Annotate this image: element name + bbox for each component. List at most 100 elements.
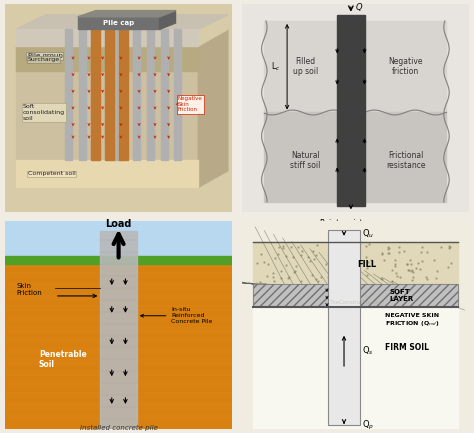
Point bbox=[405, 267, 412, 274]
Polygon shape bbox=[16, 46, 198, 187]
Point bbox=[277, 275, 285, 282]
Point bbox=[391, 263, 399, 270]
Point bbox=[312, 252, 319, 259]
Point bbox=[409, 269, 417, 276]
Point bbox=[396, 249, 403, 256]
Polygon shape bbox=[253, 284, 458, 307]
Polygon shape bbox=[5, 338, 232, 343]
Polygon shape bbox=[253, 242, 458, 284]
Point bbox=[384, 246, 392, 252]
Point bbox=[297, 251, 304, 258]
Polygon shape bbox=[160, 10, 175, 29]
Point bbox=[338, 278, 346, 285]
Point bbox=[292, 263, 300, 270]
Point bbox=[306, 258, 314, 265]
Text: Q$_s$: Q$_s$ bbox=[362, 345, 374, 357]
Text: TheConstructor.org: TheConstructor.org bbox=[329, 300, 382, 304]
Point bbox=[324, 274, 331, 281]
Polygon shape bbox=[147, 29, 154, 160]
Point bbox=[309, 248, 317, 255]
Text: L$_c$: L$_c$ bbox=[271, 61, 280, 73]
Point bbox=[363, 271, 371, 278]
Point bbox=[280, 242, 287, 249]
Polygon shape bbox=[242, 221, 469, 429]
Point bbox=[342, 256, 349, 263]
Polygon shape bbox=[78, 17, 160, 29]
Point bbox=[346, 275, 353, 281]
Point bbox=[292, 268, 299, 275]
Point bbox=[329, 247, 337, 254]
Point bbox=[403, 261, 411, 268]
Text: FIRM SOIL: FIRM SOIL bbox=[385, 343, 429, 352]
Polygon shape bbox=[91, 29, 100, 160]
Point bbox=[341, 271, 348, 278]
Point bbox=[408, 277, 415, 284]
Point bbox=[407, 261, 415, 268]
Point bbox=[339, 275, 346, 281]
Point bbox=[404, 266, 411, 273]
Point bbox=[401, 247, 408, 254]
Polygon shape bbox=[16, 160, 198, 187]
Point bbox=[313, 242, 320, 249]
Text: FILL: FILL bbox=[357, 259, 376, 268]
Polygon shape bbox=[337, 15, 365, 206]
Text: Negative
friction: Negative friction bbox=[388, 57, 423, 77]
Point bbox=[339, 254, 347, 261]
Point bbox=[388, 267, 396, 274]
Point bbox=[270, 277, 278, 284]
Polygon shape bbox=[264, 21, 447, 113]
Point bbox=[446, 242, 453, 249]
Point bbox=[322, 260, 330, 267]
Text: Skin
Friction: Skin Friction bbox=[16, 284, 42, 297]
Polygon shape bbox=[100, 230, 137, 429]
Polygon shape bbox=[5, 4, 232, 212]
Point bbox=[423, 248, 431, 255]
Point bbox=[445, 245, 453, 252]
Polygon shape bbox=[16, 46, 198, 71]
Point bbox=[377, 275, 385, 281]
Point bbox=[378, 275, 385, 282]
Polygon shape bbox=[5, 326, 232, 332]
Point bbox=[297, 278, 304, 285]
Point bbox=[284, 274, 292, 281]
Point bbox=[275, 243, 283, 250]
Point bbox=[256, 278, 264, 285]
Polygon shape bbox=[5, 283, 232, 288]
Text: Pile cap: Pile cap bbox=[103, 20, 134, 26]
Polygon shape bbox=[5, 349, 232, 353]
Polygon shape bbox=[16, 15, 228, 29]
Point bbox=[365, 241, 373, 248]
Point bbox=[385, 245, 393, 252]
Text: Pile group: Pile group bbox=[27, 53, 62, 59]
Text: Negative
Skin
Friction: Negative Skin Friction bbox=[178, 96, 202, 113]
Point bbox=[418, 258, 426, 265]
Point bbox=[291, 268, 298, 275]
Polygon shape bbox=[78, 10, 175, 17]
Point bbox=[274, 250, 282, 257]
Point bbox=[386, 249, 393, 256]
Text: Filled
up soil: Filled up soil bbox=[292, 57, 318, 77]
Point bbox=[367, 256, 375, 263]
Text: Q$_p$: Q$_p$ bbox=[362, 419, 374, 432]
Point bbox=[407, 256, 414, 263]
Point bbox=[310, 256, 318, 263]
Text: Penetrable
Soil: Penetrable Soil bbox=[39, 349, 87, 369]
Point bbox=[378, 251, 385, 258]
Polygon shape bbox=[242, 4, 469, 212]
Point bbox=[381, 257, 388, 264]
Point bbox=[352, 259, 359, 266]
Point bbox=[430, 257, 438, 264]
Point bbox=[403, 260, 411, 267]
Text: Q: Q bbox=[356, 3, 362, 12]
Point bbox=[333, 269, 341, 276]
Point bbox=[290, 253, 297, 260]
Point bbox=[283, 262, 290, 269]
Point bbox=[413, 265, 420, 271]
Polygon shape bbox=[5, 370, 232, 375]
Point bbox=[395, 244, 402, 251]
Polygon shape bbox=[328, 229, 360, 425]
Polygon shape bbox=[16, 29, 228, 46]
Polygon shape bbox=[115, 29, 122, 160]
Text: Competent soil: Competent soil bbox=[27, 171, 75, 176]
Point bbox=[416, 265, 424, 272]
